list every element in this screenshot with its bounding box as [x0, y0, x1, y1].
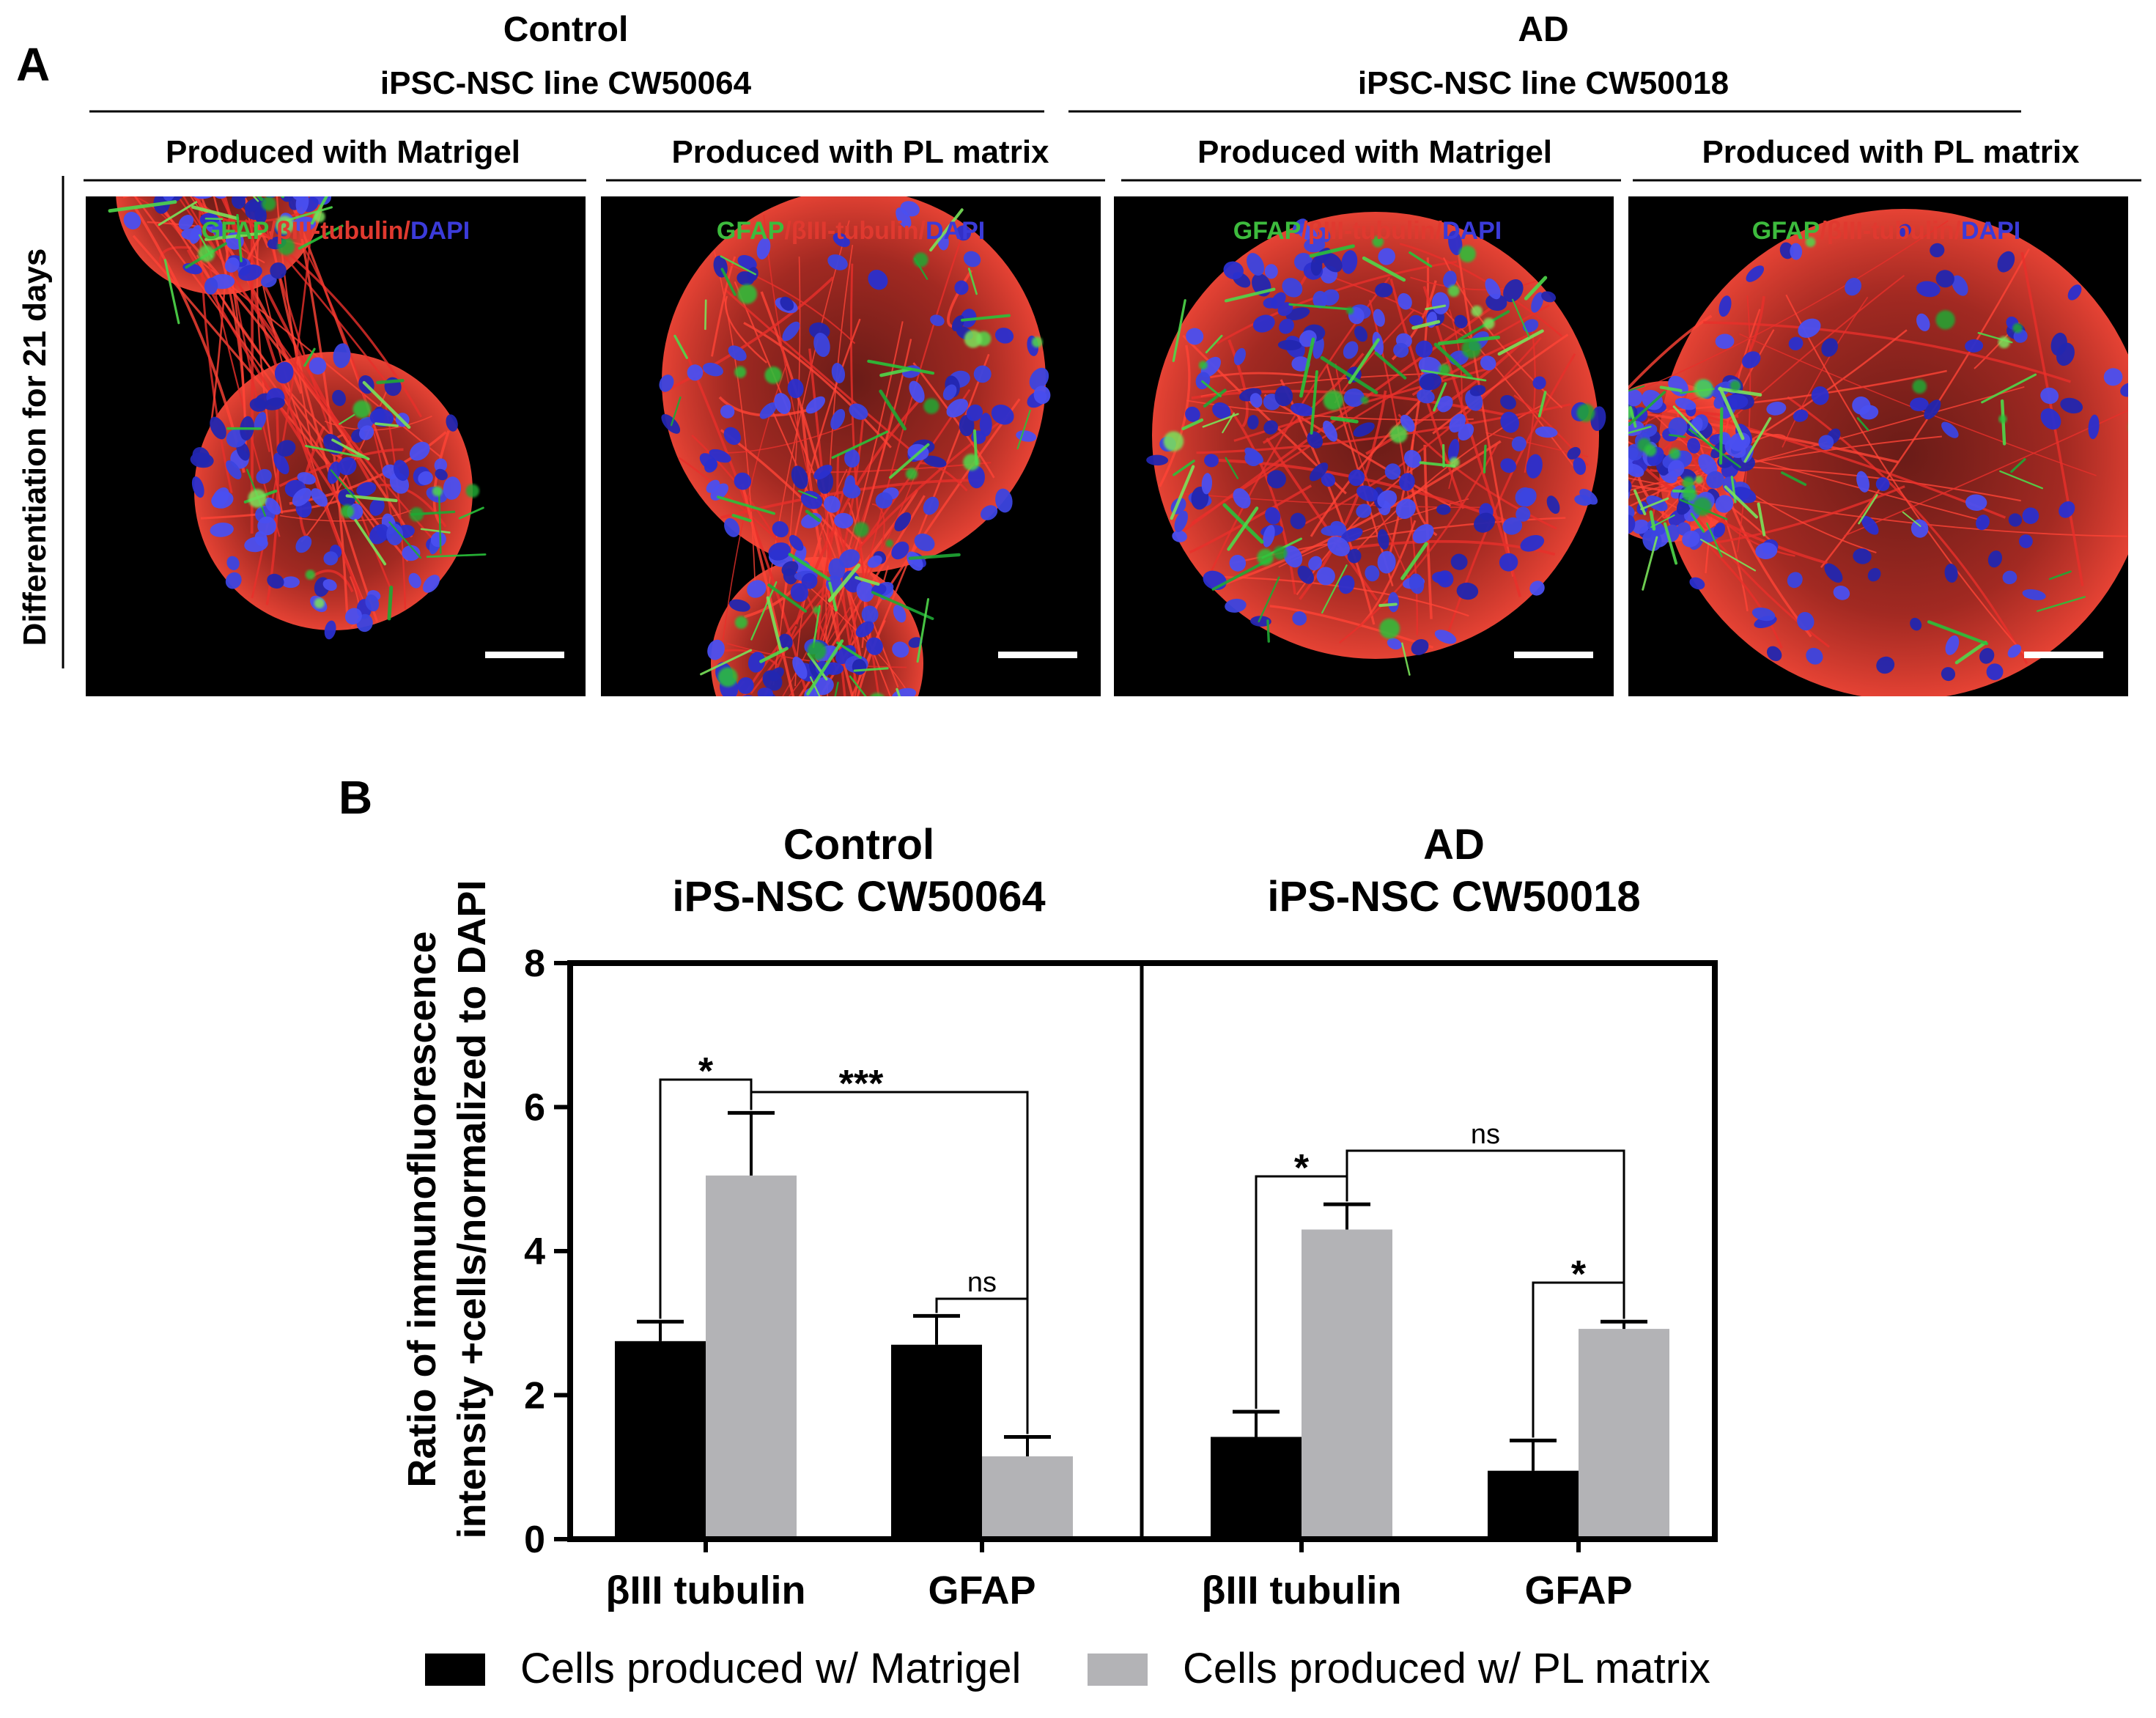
significance-label: ns	[1471, 1119, 1500, 1150]
scale-bar	[2024, 652, 2103, 658]
condition-label: Produced with PL matrix	[671, 134, 1049, 170]
cell-cluster	[108, 196, 487, 640]
y-tick-label: 6	[524, 1087, 545, 1129]
x-tick-label: GFAP	[1524, 1568, 1632, 1612]
y-tick-label: 4	[524, 1231, 545, 1273]
chart: Control iPS-NSC CW50064 AD iPS-NSC CW500…	[400, 821, 1718, 1692]
group-header-control: Control iPSC-NSC line CW50064	[89, 10, 1044, 113]
x-tick-label: GFAP	[928, 1568, 1035, 1612]
row-label-group: Differentiation for 21 days	[17, 176, 64, 668]
group-name: Control	[503, 10, 629, 49]
y-tick-label: 0	[524, 1519, 545, 1561]
scale-bar	[1514, 652, 1593, 658]
bracket	[750, 1091, 1029, 1434]
svg-text:GFAP/βIII-tubulin/DAPI: GFAP/βIII-tubulin/DAPI	[1752, 217, 2020, 245]
legend-label-matrigel: Cells produced w/ Matrigel	[520, 1645, 1021, 1692]
legend-label-pl: Cells produced w/ PL matrix	[1183, 1645, 1710, 1692]
group-name: AD	[1518, 10, 1568, 49]
stain-legend: GFAP/βIII-tubulin/DAPI	[202, 217, 470, 245]
svg-text:GFAP/βIII-tubulin/DAPI: GFAP/βIII-tubulin/DAPI	[717, 217, 985, 245]
scale-bar	[998, 652, 1077, 658]
micrograph-control-pl: GFAP/βIII-tubulin/DAPI	[601, 196, 1101, 696]
bracket	[935, 1297, 1029, 1434]
cell-cluster	[1146, 212, 1606, 676]
y-tick-label: 2	[524, 1375, 545, 1417]
svg-text:GFAP/βIII-tubulin/DAPI: GFAP/βIII-tubulin/DAPI	[1233, 217, 1502, 245]
bracket	[1532, 1281, 1625, 1438]
row-label: Differentiation for 21 days	[17, 248, 53, 646]
significance-label: *	[1294, 1147, 1310, 1190]
group-subtitle: iPS-NSC CW50064	[672, 873, 1045, 921]
bar	[891, 1344, 982, 1539]
legend-swatch-matrigel	[425, 1654, 485, 1686]
y-axis-label-line1: Ratio of immunofluorescence	[400, 931, 444, 1487]
x-tick-labels: βIII tubulin GFAP βIII tubulin GFAP	[606, 1539, 1633, 1612]
significance-label: *	[698, 1050, 714, 1093]
group-titles: Control iPS-NSC CW50064 AD iPS-NSC CW500…	[672, 821, 1640, 921]
panel-a-label: A	[16, 38, 50, 91]
bar	[1579, 1329, 1669, 1539]
svg-text:GFAP/βIII-tubulin/DAPI: GFAP/βIII-tubulin/DAPI	[202, 217, 470, 245]
significance-label: ***	[839, 1063, 884, 1105]
group-title: Control	[783, 821, 934, 869]
y-axis-label: Ratio of immunofluorescence intensity +c…	[400, 880, 494, 1539]
bar	[615, 1341, 706, 1539]
stain-legend: GFAP/βIII-tubulin/DAPI	[717, 217, 985, 245]
significance-brackets: * ***ns*ns*	[659, 1050, 1625, 1438]
x-tick-label: βIII tubulin	[1202, 1568, 1402, 1612]
group-title: AD	[1423, 821, 1485, 869]
legend: Cells produced w/ Matrigel Cells produce…	[425, 1645, 1710, 1692]
scale-bar	[485, 652, 564, 658]
significance-label: *	[1571, 1253, 1587, 1296]
condition-headers: Produced with Matrigel Produced with PL …	[84, 134, 2141, 182]
cell-cluster	[659, 196, 1051, 696]
cell-cluster	[1628, 209, 2128, 696]
group-subtitle: iPS-NSC CW50018	[1267, 873, 1640, 921]
bar	[706, 1175, 797, 1539]
bar	[982, 1456, 1073, 1539]
legend-swatch-pl	[1088, 1654, 1148, 1686]
bracket	[1345, 1149, 1625, 1319]
micrograph-control-matrigel: GFAP/βIII-tubulin/DAPI	[86, 196, 586, 696]
significance-label: ns	[967, 1267, 997, 1298]
condition-label: Produced with Matrigel	[166, 134, 520, 170]
micrograph-ad-matrigel: GFAP/βIII-tubulin/DAPI	[1114, 196, 1614, 696]
group-line: iPSC-NSC line CW50018	[1358, 65, 1729, 101]
x-tick-label: βIII tubulin	[606, 1568, 806, 1612]
y-axis-label-line2: intensity +cells/normalized to DAPI	[450, 880, 494, 1539]
stain-legend: GFAP/βIII-tubulin/DAPI	[1233, 217, 1502, 245]
panel-b-label: B	[339, 771, 372, 824]
y-ticks: 0 2 4 6 8	[524, 943, 570, 1561]
y-tick-label: 8	[524, 943, 545, 985]
bars	[615, 1110, 1669, 1539]
condition-label: Produced with Matrigel	[1197, 134, 1552, 170]
condition-label: Produced with PL matrix	[1702, 134, 2080, 170]
bar	[1211, 1437, 1302, 1539]
group-header-ad: AD iPSC-NSC line CW50018	[1068, 10, 2021, 113]
micrograph-ad-pl: GFAP/βIII-tubulin/DAPI	[1628, 196, 2128, 696]
bar	[1302, 1229, 1392, 1539]
bar	[1488, 1470, 1579, 1539]
stain-legend: GFAP/βIII-tubulin/DAPI	[1752, 217, 2020, 245]
group-line: iPSC-NSC line CW50064	[380, 65, 752, 101]
